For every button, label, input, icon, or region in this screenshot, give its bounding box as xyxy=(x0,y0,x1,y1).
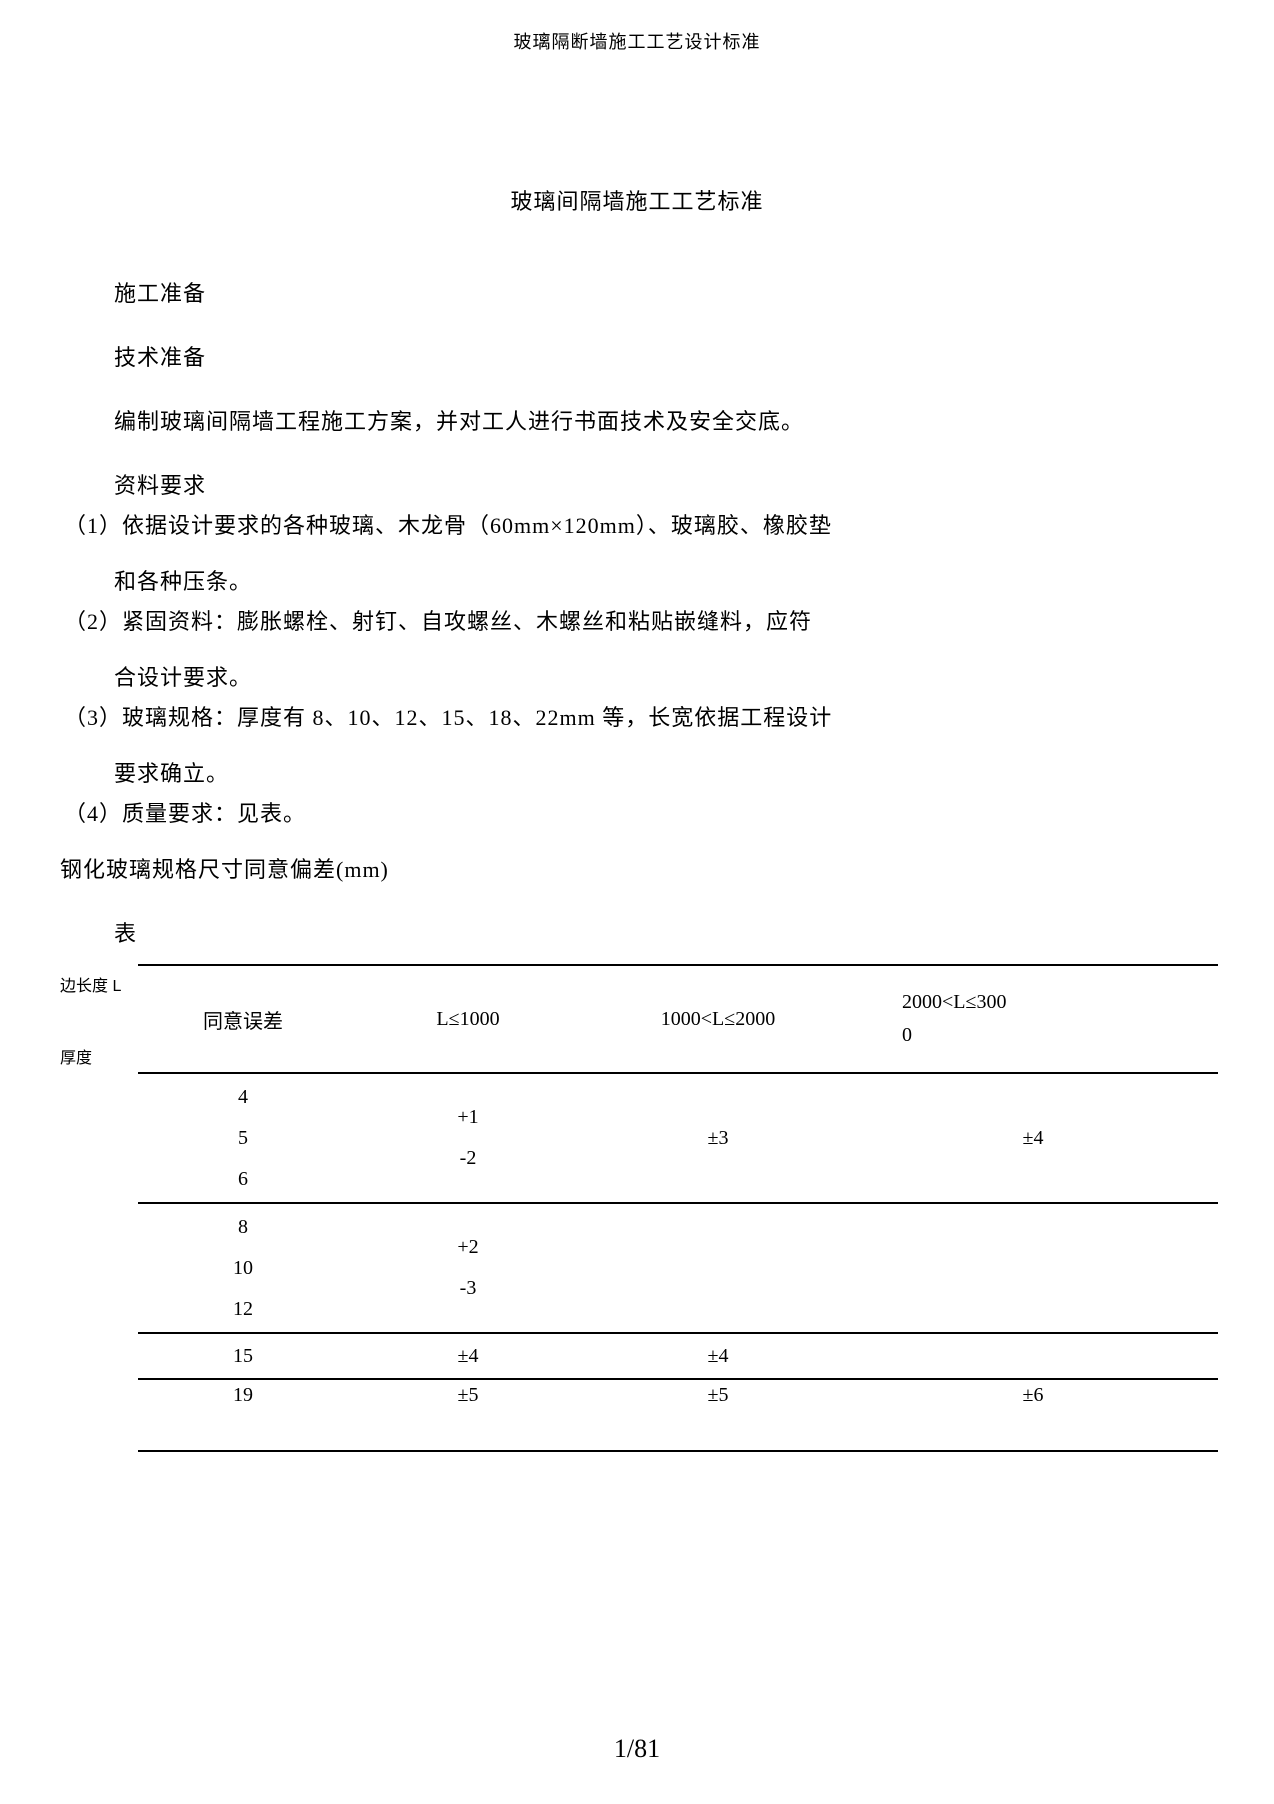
table-row: 19 ±5 ±5 ±6 xyxy=(138,1379,1218,1451)
main-title: 玻璃间隔墙施工工艺标准 xyxy=(60,184,1214,216)
item-4: （4）质量要求：见表。 xyxy=(64,796,1214,828)
hdr-c4a: 2000<L≤300 xyxy=(902,991,1006,1014)
item-3a: （3）玻璃规格：厚度有 8、10、12、15、18、22mm 等，长宽依据工程设… xyxy=(64,700,1214,732)
r1c1: 4 5 6 xyxy=(138,1073,348,1203)
page-footer: 1/81 xyxy=(0,1734,1274,1764)
table-caption: 钢化玻璃规格尺寸同意偏差(mm) xyxy=(60,852,1214,884)
section-materials: 资料要求 xyxy=(114,468,1214,500)
r2c1: 8 10 12 xyxy=(138,1203,348,1333)
item-1b: 和各种压条。 xyxy=(114,564,1214,596)
table-header-row: 同意误差 L≤1000 1000<L≤2000 2000<L≤300 0 xyxy=(138,965,1218,1073)
r4c3: ±5 xyxy=(588,1379,848,1451)
r4c4: ±6 xyxy=(848,1379,1218,1451)
r1c3: ±3 xyxy=(588,1073,848,1203)
item-2a: （2）紧固资料：膨胀螺栓、射钉、自攻螺丝、木螺丝和粘贴嵌缝料，应符 xyxy=(64,604,1214,636)
r1c2: +1 -2 xyxy=(348,1073,588,1203)
section-tech-prep: 技术准备 xyxy=(114,340,1214,372)
item-3b: 要求确立。 xyxy=(114,756,1214,788)
r4c2: ±5 xyxy=(348,1379,588,1451)
r1c4: ±4 xyxy=(848,1073,1218,1203)
side-label-edge-length: 边长度 L xyxy=(60,972,121,996)
table-row: 8 10 12 +2 -3 xyxy=(138,1203,1218,1333)
r3c3: ±4 xyxy=(588,1333,848,1379)
table-row: 15 ±4 ±4 xyxy=(138,1333,1218,1379)
section-prep: 施工准备 xyxy=(114,276,1214,308)
r2c4 xyxy=(848,1203,1218,1333)
page-header: 玻璃隔断墙施工工艺设计标准 xyxy=(0,0,1274,54)
table-label: 表 xyxy=(114,916,1214,948)
hdr-c4: 2000<L≤300 0 xyxy=(848,965,1218,1073)
r2c2: +2 -3 xyxy=(348,1203,588,1333)
hdr-c1: 同意误差 xyxy=(138,965,348,1073)
r3c4 xyxy=(848,1333,1218,1379)
table-wrapper: 边长度 L 厚度 同意误差 L≤1000 1000<L≤2000 2000<L≤… xyxy=(60,964,1214,1452)
item-2b: 合设计要求。 xyxy=(114,660,1214,692)
hdr-c3: 1000<L≤2000 xyxy=(588,965,848,1073)
r4c1: 19 xyxy=(138,1379,348,1451)
hdr-c2: L≤1000 xyxy=(348,965,588,1073)
tolerance-table: 同意误差 L≤1000 1000<L≤2000 2000<L≤300 0 4 5… xyxy=(138,964,1218,1452)
hdr-c4b: 0 xyxy=(902,1024,912,1047)
tech-prep-body: 编制玻璃间隔墙工程施工方案，并对工人进行书面技术及安全交底。 xyxy=(114,404,1214,436)
page-body: 玻璃间隔墙施工工艺标准 施工准备 技术准备 编制玻璃间隔墙工程施工方案，并对工人… xyxy=(0,184,1274,1452)
r3c1: 15 xyxy=(138,1333,348,1379)
table-row: 4 5 6 +1 -2 ±3 ±4 xyxy=(138,1073,1218,1203)
side-label-thickness: 厚度 xyxy=(60,1044,92,1068)
item-1a: （1）依据设计要求的各种玻璃、木龙骨（60mm×120mm）、玻璃胶、橡胶垫 xyxy=(64,508,1214,540)
r3c2: ±4 xyxy=(348,1333,588,1379)
r2c3 xyxy=(588,1203,848,1333)
